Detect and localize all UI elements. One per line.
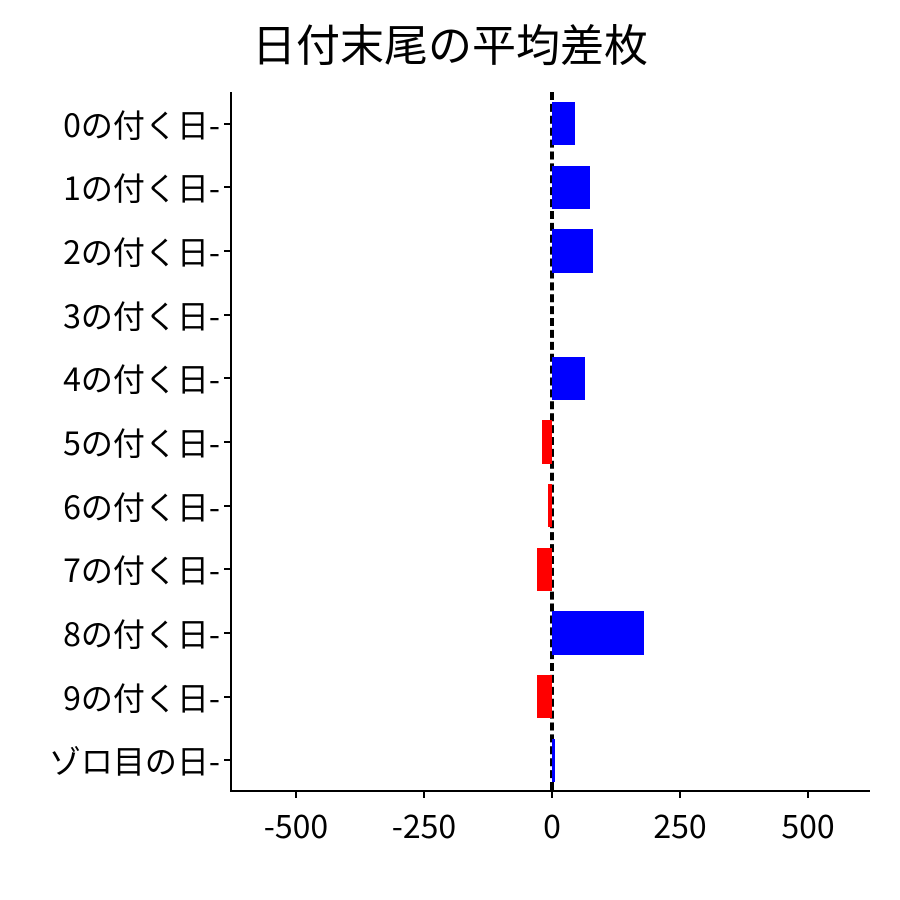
y-axis-label: ゾロ目の日- — [0, 737, 220, 783]
y-axis-label: 4の付く日- — [0, 355, 220, 401]
bar — [552, 357, 585, 400]
x-tick — [807, 790, 809, 798]
y-axis-label: 1の付く日- — [0, 164, 220, 210]
x-tick — [295, 790, 297, 798]
y-axis-label: 0の付く日- — [0, 101, 220, 147]
x-axis-label: -500 — [264, 802, 328, 848]
bar — [548, 484, 552, 527]
y-tick — [224, 505, 232, 507]
y-axis-label: 9の付く日- — [0, 674, 220, 720]
y-axis-label: 7の付く日- — [0, 546, 220, 592]
bar — [537, 675, 552, 718]
x-axis-label: 500 — [781, 802, 834, 848]
y-tick — [224, 759, 232, 761]
y-axis-label: 8の付く日- — [0, 610, 220, 656]
y-axis-label: 5の付く日- — [0, 419, 220, 465]
y-tick — [224, 632, 232, 634]
y-tick — [224, 314, 232, 316]
x-tick — [679, 790, 681, 798]
y-axis-label: 2の付く日- — [0, 228, 220, 274]
y-tick — [224, 123, 232, 125]
x-tick — [423, 790, 425, 798]
bar — [552, 166, 590, 209]
x-axis-label: 250 — [653, 802, 706, 848]
bar — [552, 229, 593, 272]
y-tick — [224, 250, 232, 252]
bar — [537, 548, 552, 591]
y-tick — [224, 568, 232, 570]
y-axis-label: 6の付く日- — [0, 483, 220, 529]
x-tick — [551, 790, 553, 798]
x-axis-label: -250 — [392, 802, 456, 848]
chart-container: 日付末尾の平均差枚 -500-2500250500 0の付く日-1の付く日-2の… — [0, 10, 900, 860]
x-axis-label: 0 — [543, 802, 561, 848]
chart-title: 日付末尾の平均差枚 — [0, 10, 900, 74]
y-tick — [224, 696, 232, 698]
bar — [552, 739, 555, 782]
plot-area: -500-2500250500 — [230, 92, 870, 792]
y-tick — [224, 186, 232, 188]
bar — [542, 420, 552, 463]
y-tick — [224, 377, 232, 379]
bar — [552, 102, 575, 145]
bar — [552, 611, 644, 654]
y-axis-label: 3の付く日- — [0, 292, 220, 338]
y-tick — [224, 441, 232, 443]
